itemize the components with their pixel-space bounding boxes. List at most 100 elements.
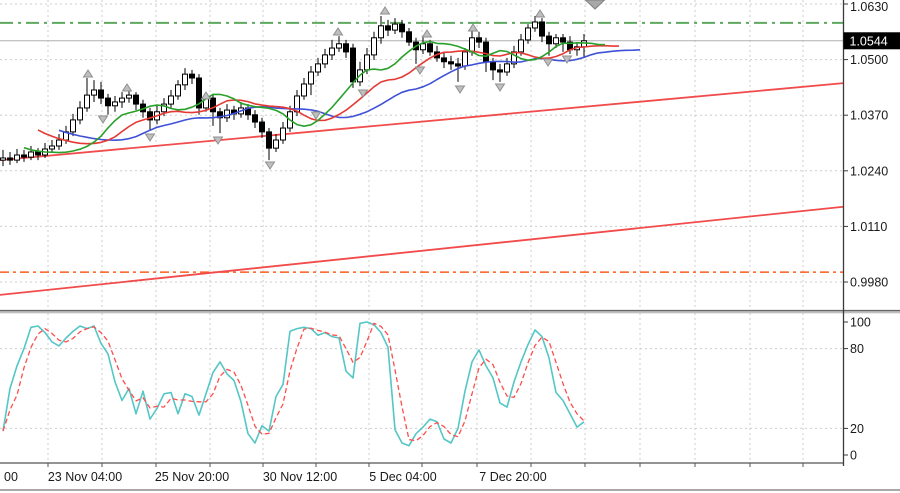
- candle-body: [210, 97, 216, 113]
- fractal-up-arrow-icon: [379, 6, 391, 15]
- candle-body: [490, 61, 496, 71]
- candle-body: [252, 114, 258, 123]
- alligator-teeth-line: [37, 44, 619, 145]
- fractal-up-arrow-icon: [534, 9, 546, 18]
- fractal-down-arrow-icon: [97, 115, 109, 124]
- time-axis-label: 5 Dec 04:00: [369, 470, 436, 484]
- candle-body: [476, 37, 482, 43]
- current-price-tag-label: 1.0544: [850, 34, 888, 48]
- fractal-up-arrow-icon: [121, 83, 133, 92]
- fractal-down-arrow-icon: [414, 66, 426, 75]
- time-axis-label: 25 Nov 20:00: [155, 470, 229, 484]
- fractal-down-arrow-icon: [264, 161, 276, 170]
- candle-body: [175, 84, 181, 97]
- price-axis-label: 0.9980: [850, 276, 888, 290]
- fractal-down-arrow-icon: [542, 58, 554, 67]
- candle-body: [98, 89, 104, 99]
- fractal-down-arrow-icon: [561, 55, 573, 64]
- candle-body: [329, 47, 335, 56]
- candle-body: [455, 63, 461, 67]
- price-axis-label: 1.0110: [850, 220, 887, 234]
- fractal-up-arrow-icon: [200, 91, 212, 100]
- candle-body: [462, 51, 468, 67]
- candle-body: [497, 69, 503, 73]
- stochastic-axis-label: 80: [850, 342, 864, 356]
- candle-body: [133, 94, 139, 105]
- candle-body: [7, 157, 13, 161]
- fractal-up-arrow-icon: [421, 29, 433, 38]
- fractal-down-arrow-icon: [357, 89, 369, 98]
- candle-body: [35, 151, 41, 156]
- candle-body: [350, 47, 356, 83]
- candle-body: [301, 83, 307, 97]
- upper-support-line[interactable]: [0, 82, 844, 162]
- candle-body: [378, 25, 384, 39]
- candle-body: [196, 77, 202, 109]
- candle-body: [532, 21, 538, 29]
- fractal-down-arrow-icon: [212, 136, 224, 145]
- candle-body: [0, 157, 6, 161]
- stochastic-axis-label: 20: [850, 422, 864, 436]
- candle-body: [399, 23, 405, 33]
- candle-body: [84, 94, 90, 109]
- candle-body: [427, 43, 433, 53]
- candle-body: [553, 37, 559, 45]
- candle-body: [308, 71, 314, 85]
- candle-body: [14, 154, 20, 161]
- candle-body: [315, 63, 321, 73]
- lower-support-line[interactable]: [0, 205, 844, 296]
- candle-body: [21, 154, 27, 158]
- current-price-tag: [843, 32, 900, 50]
- candle-body: [364, 54, 370, 71]
- candle-body: [371, 37, 377, 56]
- candle-body: [525, 27, 531, 41]
- candle-body: [112, 101, 118, 107]
- candle-body: [336, 43, 342, 49]
- stochastic-k-line: [2, 321, 585, 447]
- candle-body: [56, 139, 62, 147]
- candle-body: [343, 43, 349, 53]
- candle-body: [259, 121, 265, 133]
- candle-body: [168, 95, 174, 105]
- time-axis-label: 00: [4, 470, 18, 484]
- candle-body: [280, 127, 286, 141]
- candle-body: [147, 111, 153, 121]
- price-axis-label: 1.0370: [850, 109, 888, 123]
- fractal-down-arrow-icon: [454, 85, 466, 94]
- candle-body: [266, 131, 272, 149]
- alligator-jaw-line: [58, 49, 641, 141]
- candle-body: [392, 23, 398, 31]
- time-axis-label: 7 Dec 20:00: [479, 470, 546, 484]
- fractal-down-arrow-icon: [494, 83, 506, 92]
- fractal-up-arrow-icon: [332, 27, 344, 36]
- candle-body: [322, 54, 328, 65]
- candle-body: [539, 21, 545, 37]
- price-axis-label: 1.0630: [850, 0, 888, 14]
- candle-body: [126, 94, 132, 99]
- stochastic-axis-label: 0: [850, 449, 857, 463]
- price-axis-label: 1.0500: [850, 53, 888, 67]
- candle-body: [518, 39, 524, 53]
- candle-body: [182, 73, 188, 86]
- candle-body: [28, 151, 34, 158]
- candle-body: [161, 103, 167, 113]
- candle-body: [483, 41, 489, 63]
- candle-body: [560, 37, 566, 43]
- stochastic-d-line: [2, 322, 585, 442]
- candle-body: [406, 31, 412, 43]
- candle-body: [217, 111, 223, 119]
- time-axis-label: 23 Nov 04:00: [48, 470, 122, 484]
- candle-body: [420, 43, 426, 51]
- candle-body: [119, 97, 125, 103]
- fractal-up-arrow-icon: [82, 69, 94, 78]
- candle-body: [504, 63, 510, 73]
- candle-body: [385, 25, 391, 31]
- candle-body: [448, 61, 454, 65]
- time-axis-label: 30 Nov 12:00: [263, 470, 337, 484]
- price-axis-label: 1.0240: [850, 164, 888, 178]
- stochastic-axis-label: 100: [850, 316, 871, 330]
- candle-body: [70, 119, 76, 133]
- fractal-down-arrow-icon: [144, 133, 156, 142]
